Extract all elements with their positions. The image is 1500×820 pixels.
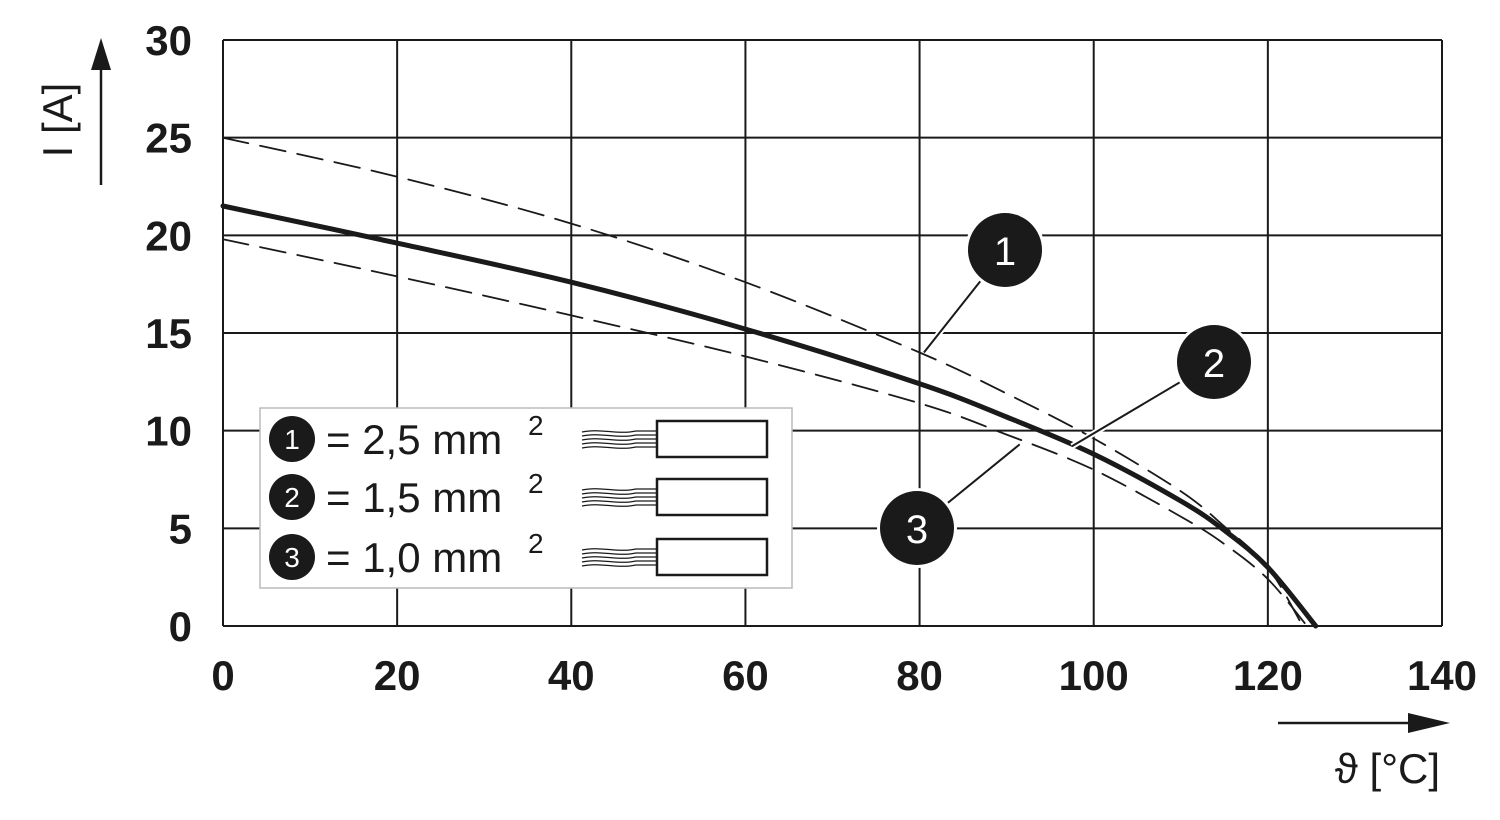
series-line-3: [222, 238, 1308, 627]
x-tick-label: 0: [211, 652, 234, 699]
callout-marker-3: [880, 491, 954, 565]
y-tick-label: 30: [145, 17, 192, 64]
x-tick-label: 40: [548, 652, 595, 699]
callout-label-3: 3: [906, 508, 928, 552]
series-layer: [220, 136, 1319, 629]
y-tick-label: 5: [169, 505, 192, 552]
x-axis-label-group: ϑ [°C]: [1278, 713, 1450, 792]
x-axis-label: ϑ [°C]: [1335, 745, 1440, 792]
y-tick-label: 25: [145, 115, 192, 162]
y-axis-label-group: I [A]: [34, 38, 111, 185]
legend-superscript: 2: [528, 410, 544, 441]
wire-sleeve-icon: [655, 419, 769, 459]
wire-sleeve-icon: [655, 537, 769, 577]
x-axis-arrowhead-icon: [1408, 713, 1450, 733]
x-tick-label: 80: [896, 652, 943, 699]
x-tick-label: 60: [722, 652, 769, 699]
series-line-2: [220, 203, 1319, 629]
x-tick-label: 140: [1407, 652, 1477, 699]
x-tick-label: 100: [1059, 652, 1129, 699]
legend-marker-label: 3: [284, 542, 300, 573]
y-axis-label: I [A]: [34, 83, 81, 158]
callout-label-1: 1: [994, 230, 1016, 274]
series-line-1: [222, 136, 1304, 627]
callouts: 1 2 3: [877, 210, 1254, 568]
callout-label-2: 2: [1203, 342, 1225, 386]
legend-text: = 1,0 mm: [326, 534, 502, 581]
y-tick-label: 15: [145, 310, 192, 357]
legend: 1 = 2,5 mm 2 2 = 1,5 mm 2 3 = 1,0 mm 2: [259, 407, 793, 589]
legend-marker-3: [269, 534, 315, 580]
y-tick-label: 0: [169, 603, 192, 650]
legend-marker-label: 2: [284, 482, 300, 513]
wire-strands-icon: [581, 488, 658, 507]
legend-marker-2: [269, 474, 315, 520]
y-tick-labels: 0 5 10 15 20 25 30: [145, 17, 192, 650]
legend-text: = 1,5 mm: [326, 474, 502, 521]
legend-superscript: 2: [528, 528, 544, 559]
wire-strands-icon: [581, 430, 658, 449]
callout-marker-2: [1177, 325, 1251, 399]
legend-marker-1: [269, 416, 315, 462]
legend-text: = 2,5 mm: [326, 416, 502, 463]
legend-marker-label: 1: [284, 424, 300, 455]
wire-strands-icon: [581, 548, 658, 567]
legend-superscript: 2: [528, 468, 544, 499]
wire-sleeve-icon: [655, 477, 769, 517]
callout-marker-1: [968, 213, 1042, 287]
y-axis-arrowhead-icon: [91, 38, 111, 70]
x-tick-labels: 0 20 40 60 80 100 120 140: [211, 652, 1477, 699]
y-tick-label: 10: [145, 408, 192, 455]
x-tick-label: 20: [374, 652, 421, 699]
y-tick-label: 20: [145, 212, 192, 259]
x-tick-label: 120: [1233, 652, 1303, 699]
